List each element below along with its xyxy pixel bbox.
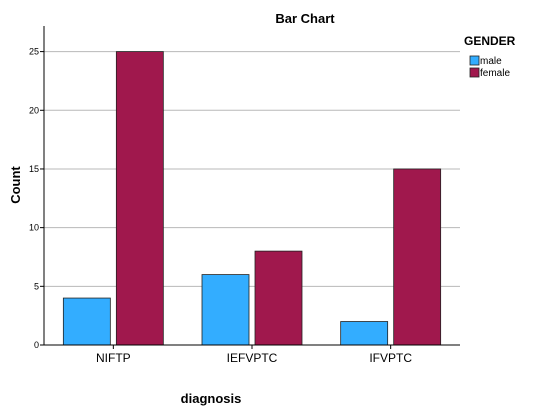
bar-male-niftp (62, 297, 111, 346)
x-tick-label: IEFVPTC (227, 351, 278, 365)
x-tick-label: IFVPTC (369, 351, 412, 365)
bar-male-iefvptc (201, 274, 250, 346)
bar-female-niftp (115, 51, 164, 346)
bar-male-ifvptc (340, 321, 389, 346)
plot-area: 0 5 10 15 20 25 NIFTP IEFVPTC IFVPTC (29, 26, 460, 365)
chart-title: Bar Chart (275, 11, 335, 26)
y-axis-label: Count (8, 166, 23, 204)
x-tick-label: NIFTP (96, 351, 131, 365)
legend-title: GENDER (464, 34, 516, 48)
bar-female-iefvptc (254, 250, 303, 346)
legend-swatch-male (469, 55, 480, 66)
y-tick-label: 0 (34, 340, 39, 350)
y-tick-label: 15 (29, 164, 39, 174)
y-tick-label: 10 (29, 223, 39, 233)
legend-label-male: male (480, 56, 502, 67)
y-tick-label: 20 (29, 105, 39, 115)
legend-swatch-female (469, 67, 480, 78)
bar-female-ifvptc (393, 168, 442, 346)
legend-label-female: female (480, 68, 510, 79)
y-tick-label: 5 (34, 281, 39, 291)
x-axis-label: diagnosis (181, 391, 242, 406)
y-tick-label: 25 (29, 47, 39, 57)
